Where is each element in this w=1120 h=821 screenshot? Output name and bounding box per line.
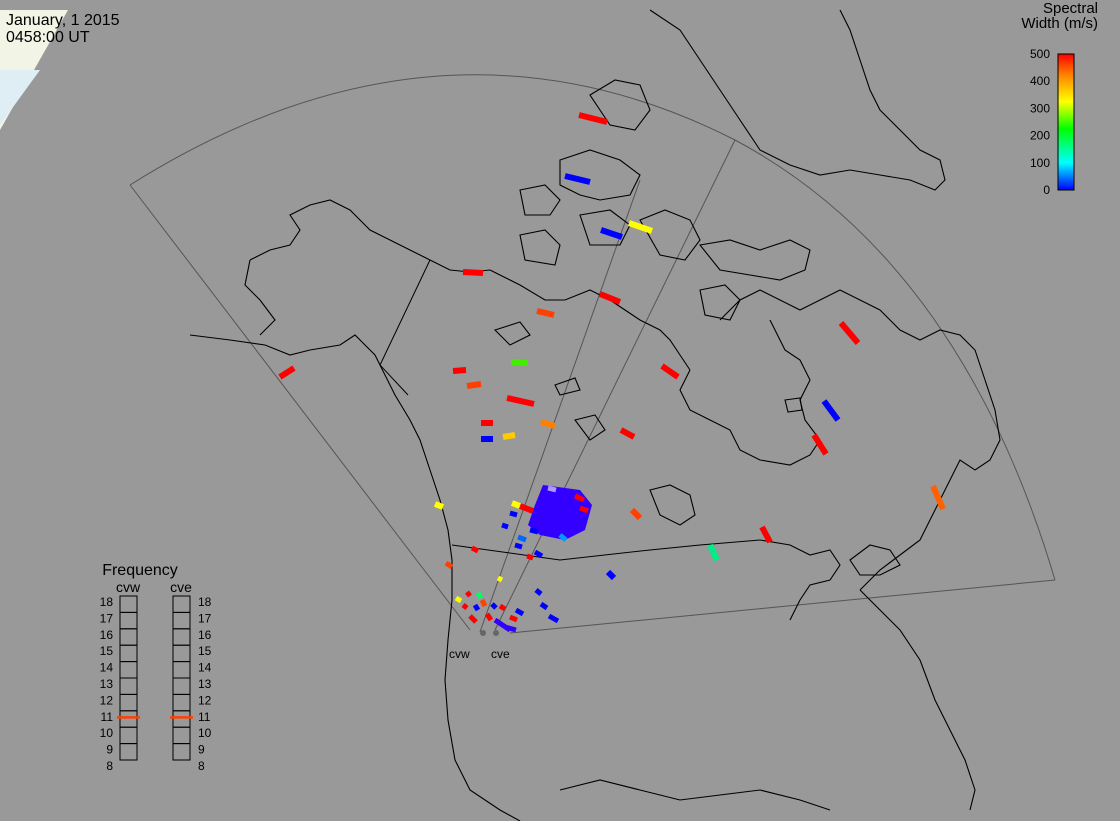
frequency-cell [119,611,138,630]
frequency-scale-label: 13 [100,677,114,691]
frequency-cell [172,661,191,679]
colorbar-ticks: 500 400 300 200 100 0 [1030,47,1050,197]
colorbar-tick-label: 200 [1030,129,1050,143]
frequency-scale-label: 18 [198,595,212,609]
frequency-cell [119,677,138,695]
frequency-scale-label: 11 [101,710,114,724]
colorbar-tick-label: 500 [1030,47,1050,61]
frequency-cell [172,743,191,761]
frequency-cell [172,611,191,630]
frequency-cell [172,710,191,728]
frequency-scale-label: 10 [100,726,114,740]
coastlines [189,9,1001,821]
date-label: January, 1 2015 [6,12,120,29]
radar-site-cvw [480,630,486,636]
colorbar [1057,53,1075,191]
frequency-scale-label: 9 [198,743,205,757]
colorbar-tick-label: 400 [1030,74,1050,88]
radar-label-cve: cve [491,647,510,661]
frequency-col-cve: cve [170,579,192,595]
radar-site-cve [493,630,499,636]
time-label: 0458:00 UT [6,29,90,46]
frequency-cell [172,677,191,695]
frequency-cell [119,743,138,761]
fov-outline [129,74,1056,634]
frequency-cell [172,644,191,663]
frequency-scale-label: 9 [106,743,113,757]
political-borders [379,259,761,561]
frequency-panel: 18 17 16 15 14 13 12 11 10 9 8 18 17 16 15 14 13 12 11 10 9 8 [100,595,212,773]
frequency-scale-label: 15 [198,644,212,658]
scatter-returns [278,112,946,581]
frequency-scale-label: 8 [198,759,205,773]
frequency-cell [119,628,138,646]
frequency-scale-label: 14 [198,661,212,675]
frequency-scale-label: 18 [100,595,114,609]
frequency-scale-label: 16 [100,628,114,642]
frequency-scale-label: 12 [100,693,114,707]
frequency-scale-label: 17 [198,611,212,625]
frequency-scale-label: 13 [198,677,212,691]
frequency-scale-label: 17 [100,611,114,625]
frequency-scale-label: 8 [106,759,113,773]
radar-label-cvw: cvw [449,647,470,661]
colorbar-tick-label: 0 [1043,183,1050,197]
scatter-returns-near [454,485,589,633]
frequency-scale-label: 12 [198,693,212,707]
sunlit-region-edge [0,70,40,125]
frequency-cell [172,595,191,613]
frequency-cell [172,726,191,745]
frequency-cell [119,595,138,613]
frequency-cell [172,628,191,646]
frequency-cell [119,693,138,712]
frequency-cell [119,644,138,663]
colorbar-tick-label: 300 [1030,101,1050,115]
frequency-cell [172,693,191,712]
colorbar-tick-label: 100 [1030,156,1050,170]
colorbar-title-line2: Width (m/s) [1021,15,1098,32]
frequency-cell [119,726,138,745]
frequency-title: Frequency [102,562,178,579]
frequency-scale-label: 11 [198,710,211,724]
frequency-cell [119,710,138,728]
frequency-scale-label: 14 [100,661,114,675]
frequency-scale-label: 16 [198,628,212,642]
frequency-scale-label: 10 [198,726,212,740]
frequency-cell [119,661,138,679]
colorbar-title-line1: Spectral [1043,0,1098,17]
frequency-col-cvw: cvw [116,579,141,595]
frequency-scale-label: 15 [100,644,114,658]
